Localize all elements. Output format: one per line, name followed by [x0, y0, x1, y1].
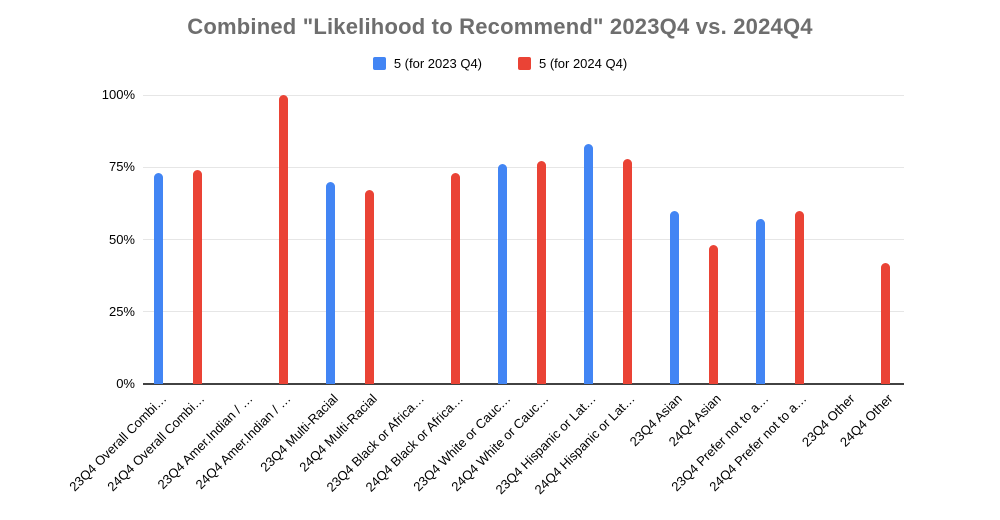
bar[interactable] [326, 181, 335, 384]
gridline [143, 94, 904, 96]
y-axis-label: 25% [108, 303, 135, 319]
legend-item-2024q4[interactable]: 5 (for 2024 Q4) [518, 56, 627, 71]
legend-label-2024q4: 5 (for 2024 Q4) [539, 56, 628, 71]
bar[interactable] [584, 144, 593, 384]
y-axis-label: 75% [108, 159, 135, 175]
plot-area [143, 94, 904, 385]
bar[interactable] [450, 173, 460, 384]
chart-title: Combined "Likelihood to Recommend" 2023Q… [187, 14, 813, 39]
legend-swatch-blue-icon [372, 57, 386, 70]
legend-label-2023q4: 5 (for 2023 Q4) [393, 56, 482, 71]
bar[interactable] [794, 210, 804, 384]
y-axis-label: 50% [108, 231, 135, 247]
bar[interactable] [192, 170, 202, 384]
bar[interactable] [498, 164, 507, 384]
bar[interactable] [880, 262, 890, 384]
bar[interactable] [756, 219, 765, 384]
gridline [143, 311, 904, 313]
x-axis-line [143, 383, 904, 385]
bar[interactable] [708, 245, 718, 384]
legend-swatch-red-icon [518, 57, 531, 70]
legend-item-2023q4[interactable]: 5 (for 2023 Q4) [372, 56, 482, 71]
bar[interactable] [670, 210, 679, 384]
y-axis-label: 0% [116, 376, 135, 391]
y-axis-label: 100% [101, 87, 135, 102]
gridline [143, 239, 904, 240]
bar[interactable] [154, 173, 163, 384]
bar[interactable] [364, 190, 374, 384]
bar[interactable] [622, 158, 632, 384]
bar[interactable] [278, 95, 288, 384]
bar[interactable] [536, 161, 546, 384]
x-axis: 23Q4 Overall Combi… 24Q4 Overall Combi… 23… [66, 391, 904, 516]
legend: 5 (for 2023 Q4) 5 (for 2024 Q4) [0, 56, 1000, 71]
gridline [143, 166, 904, 168]
